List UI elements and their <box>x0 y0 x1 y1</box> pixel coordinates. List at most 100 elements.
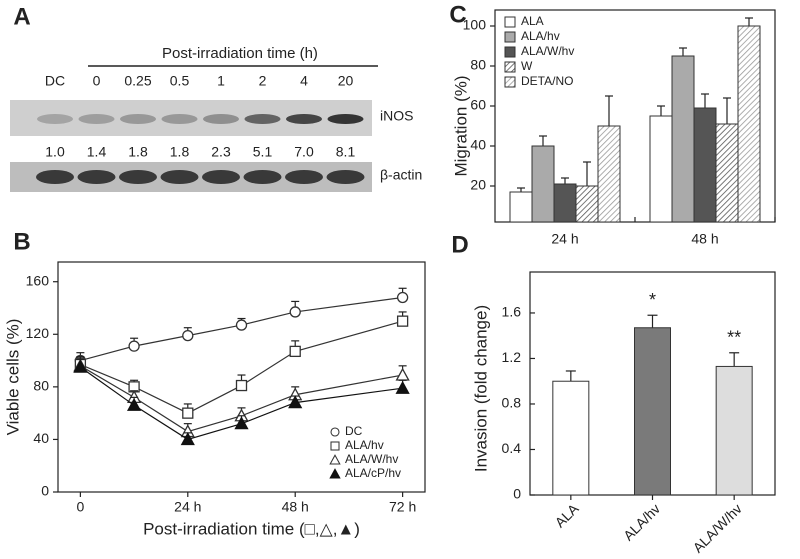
bar <box>671 55 695 223</box>
inos-band <box>327 114 364 124</box>
x-tick-label: 24 h <box>551 231 578 247</box>
y-tick-label: 100 <box>463 17 487 33</box>
x-tick-label: ALA/hv <box>620 500 663 543</box>
actin-band <box>160 170 199 184</box>
bar <box>715 365 753 496</box>
actin-band <box>243 170 282 184</box>
plot-frame <box>57 261 426 493</box>
bar <box>531 145 555 223</box>
y-tick-label: 1.6 <box>502 304 522 320</box>
marker <box>234 416 249 430</box>
series-line <box>80 296 403 362</box>
y-tick-label: 20 <box>470 177 486 193</box>
lane-label: 0.25 <box>124 73 151 89</box>
bar <box>715 123 739 223</box>
actin-band <box>36 170 74 184</box>
band-value: 1.8 <box>170 144 190 160</box>
y-axis-label: Invasion (fold change) <box>471 305 490 472</box>
marker <box>182 407 194 419</box>
annotation: ** <box>727 328 741 348</box>
legend-swatch <box>504 76 516 88</box>
panel-label: A <box>13 3 30 30</box>
error-bar <box>539 135 547 146</box>
marker <box>289 306 301 318</box>
marker <box>73 359 88 373</box>
legend-label: ALA/W/hv <box>521 44 574 58</box>
bar <box>649 115 673 223</box>
inos-band <box>203 114 239 124</box>
band-value: 1.0 <box>45 144 65 160</box>
bar <box>597 125 621 223</box>
error-bar <box>723 97 731 124</box>
bar <box>509 191 533 223</box>
marker <box>289 345 301 358</box>
error-bar <box>729 352 740 367</box>
error-bar <box>583 161 591 186</box>
inos-band <box>78 114 115 124</box>
marker <box>182 329 194 342</box>
band-value: 1.8 <box>128 144 148 160</box>
marker <box>395 367 410 381</box>
marker <box>395 380 410 394</box>
inos-band <box>120 114 156 124</box>
error-bar <box>647 314 658 328</box>
legend-swatch <box>504 16 516 28</box>
x-tick-label: ALA/W/hv <box>690 500 745 555</box>
y-tick-label: 0 <box>513 486 521 502</box>
marker <box>235 379 248 392</box>
y-tick-label: 1.2 <box>502 349 522 365</box>
y-tick-label: 160 <box>26 272 50 288</box>
series-line <box>80 320 403 414</box>
x-tick-label: 48 h <box>691 231 718 247</box>
y-tick-label: 60 <box>470 97 486 113</box>
y-tick-label: 80 <box>33 378 49 394</box>
inos-band <box>286 114 322 124</box>
x-tick-label: 48 h <box>282 499 309 515</box>
marker <box>235 319 248 331</box>
y-tick-label: 0 <box>41 483 49 499</box>
marker <box>396 291 409 304</box>
y-tick-label: 40 <box>33 430 49 446</box>
marker <box>126 397 142 411</box>
marker <box>128 340 140 352</box>
lane-label: 2 <box>259 73 267 89</box>
lane-label: DC <box>45 73 65 89</box>
x-tick-label: 24 h <box>174 499 201 515</box>
inos-band <box>161 114 198 124</box>
x-tick-label: ALA <box>552 500 582 530</box>
y-tick-label: 120 <box>26 325 50 341</box>
legend-marker <box>330 427 340 437</box>
band-value: 2.3 <box>211 144 231 160</box>
band-value: 5.1 <box>253 144 273 160</box>
y-axis-label: Viable cells (%) <box>3 319 22 436</box>
actin-band <box>77 170 116 184</box>
legend-label: ALA <box>521 14 544 28</box>
actin-band <box>119 170 157 184</box>
legend-label: DC <box>345 424 363 438</box>
error-bar <box>745 17 753 26</box>
bar <box>693 107 717 223</box>
legend-swatch <box>504 46 516 58</box>
legend-marker <box>329 468 341 479</box>
legend-label: ALA/cP/hv <box>345 466 401 480</box>
y-axis-label: Migration (%) <box>451 75 470 176</box>
band-value: 7.0 <box>294 144 314 160</box>
error-bar <box>565 370 576 382</box>
x-tick-label: 72 h <box>389 499 416 515</box>
row-label: iNOS <box>380 108 413 124</box>
lane-label: 20 <box>338 73 354 89</box>
actin-band <box>202 170 240 184</box>
y-tick-label: 0.4 <box>502 440 522 456</box>
legend-label: DETA/NO <box>521 74 573 88</box>
legend-label: W <box>521 59 533 73</box>
panel-label: C <box>449 1 466 28</box>
x-tick-label: 0 <box>76 499 84 515</box>
legend-swatch <box>504 61 516 73</box>
y-tick-label: 40 <box>470 137 486 153</box>
legend-label: ALA/hv <box>521 29 560 43</box>
bar <box>737 25 761 223</box>
lane-label: 0 <box>93 73 101 89</box>
series-line <box>80 365 403 433</box>
band-value: 1.4 <box>87 144 107 160</box>
